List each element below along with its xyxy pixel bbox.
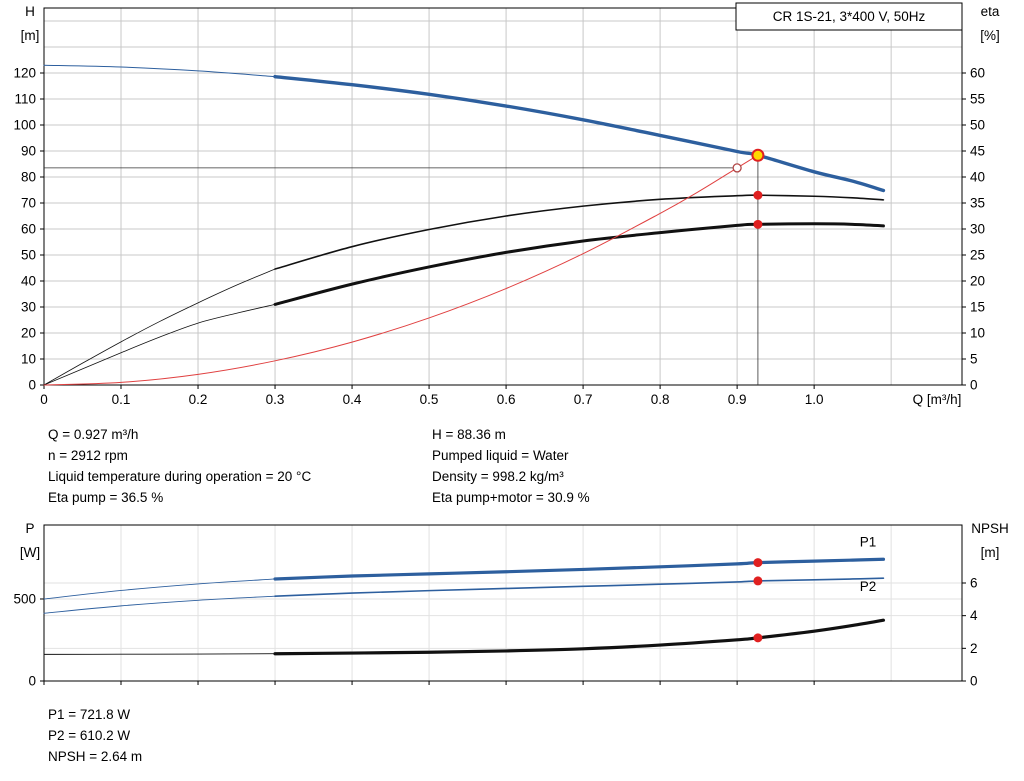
svg-text:[m]: [m] bbox=[21, 28, 40, 43]
svg-text:500: 500 bbox=[13, 591, 36, 606]
eta-pump-motor-point bbox=[753, 219, 763, 229]
svg-text:P: P bbox=[25, 521, 34, 536]
head-curve-ext bbox=[43, 64, 276, 78]
npsh-curve bbox=[273, 618, 886, 656]
info-line-liquid: Pumped liquid = Water bbox=[432, 448, 569, 463]
svg-text:NPSH: NPSH bbox=[971, 521, 1009, 536]
svg-text:15: 15 bbox=[970, 300, 985, 315]
eta-pump-point bbox=[753, 190, 763, 200]
info-line-temperature: Liquid temperature during operation = 20… bbox=[48, 469, 312, 484]
svg-text:[m]: [m] bbox=[981, 545, 1000, 560]
svg-text:0: 0 bbox=[28, 674, 36, 689]
system-curve bbox=[43, 154, 759, 386]
svg-text:0.4: 0.4 bbox=[343, 392, 362, 407]
svg-text:10: 10 bbox=[970, 326, 985, 341]
p2-point bbox=[753, 576, 763, 586]
duty-point-info-right: H = 88.36 m Pumped liquid = Water Densit… bbox=[432, 424, 1024, 508]
svg-text:55: 55 bbox=[970, 92, 985, 107]
npsh-curve-ext bbox=[43, 653, 276, 655]
p2-curve-ext bbox=[43, 595, 276, 614]
p1-curve-ext bbox=[43, 578, 276, 600]
svg-text:0: 0 bbox=[970, 378, 978, 393]
info-line-density: Density = 998.2 kg/m³ bbox=[432, 469, 564, 484]
svg-text:30: 30 bbox=[21, 300, 36, 315]
info-line-speed: n = 2912 rpm bbox=[48, 448, 128, 463]
duty-point-info-left: Q = 0.927 m³/h n = 2912 rpm Liquid tempe… bbox=[48, 424, 432, 508]
svg-text:30: 30 bbox=[970, 222, 985, 237]
info-line-eta-pump: Eta pump = 36.5 % bbox=[48, 490, 164, 505]
svg-text:0.9: 0.9 bbox=[728, 392, 747, 407]
eta-pump-ext bbox=[43, 268, 276, 386]
svg-text:2: 2 bbox=[970, 641, 978, 656]
svg-text:50: 50 bbox=[21, 248, 36, 263]
svg-text:110: 110 bbox=[14, 92, 36, 107]
svg-text:80: 80 bbox=[21, 170, 36, 185]
info-line-q: Q = 0.927 m³/h bbox=[48, 427, 139, 442]
svg-text:5: 5 bbox=[970, 352, 978, 367]
svg-text:60: 60 bbox=[970, 66, 985, 81]
svg-text:0: 0 bbox=[970, 674, 978, 689]
info-line-p2: P2 = 610.2 W bbox=[48, 728, 131, 743]
requested-duty-point bbox=[732, 163, 742, 173]
svg-text:25: 25 bbox=[970, 248, 985, 263]
eta-pump-motor bbox=[273, 222, 885, 306]
p1-curve bbox=[273, 557, 886, 581]
svg-text:0.3: 0.3 bbox=[266, 392, 285, 407]
svg-text:40: 40 bbox=[21, 274, 36, 289]
info-line-npsh: NPSH = 2.64 m bbox=[48, 749, 143, 764]
svg-text:0.6: 0.6 bbox=[497, 392, 516, 407]
svg-text:100: 100 bbox=[13, 118, 36, 133]
svg-text:[%]: [%] bbox=[980, 28, 1000, 43]
svg-text:1.0: 1.0 bbox=[805, 392, 824, 407]
info-line-eta-pump-motor: Eta pump+motor = 30.9 % bbox=[432, 490, 590, 505]
eta-pump-motor-ext bbox=[43, 304, 276, 386]
info-line-p1: P1 = 721.8 W bbox=[48, 707, 131, 722]
svg-text:40: 40 bbox=[970, 170, 985, 185]
actual-duty-point bbox=[751, 148, 765, 162]
head-curve bbox=[273, 74, 886, 193]
eta-pump bbox=[274, 194, 885, 270]
svg-text:20: 20 bbox=[21, 326, 36, 341]
info-line-head: H = 88.36 m bbox=[432, 427, 506, 442]
svg-text:0.5: 0.5 bbox=[420, 392, 439, 407]
svg-text:0.7: 0.7 bbox=[574, 392, 593, 407]
svg-text:H: H bbox=[25, 4, 35, 19]
power-npsh-info: P1 = 721.8 W P2 = 610.2 W NPSH = 2.64 m bbox=[0, 704, 1024, 767]
power-npsh-chart: 0 500 0 2 4 6 P [W] NPSH [m] P1 P2 bbox=[13, 521, 1009, 689]
npsh-point bbox=[753, 633, 763, 643]
svg-text:35: 35 bbox=[970, 196, 985, 211]
svg-text:0: 0 bbox=[40, 392, 48, 407]
svg-text:20: 20 bbox=[970, 274, 985, 289]
svg-text:45: 45 bbox=[970, 144, 985, 159]
p2-curve bbox=[274, 577, 885, 597]
qh-eta-chart: 0 0.1 0.2 0.3 0.4 0.5 0.6 0.7 0.8 0.9 1.0 0 10 20 30 40… bbox=[13, 2, 1000, 407]
svg-text:70: 70 bbox=[21, 196, 36, 211]
svg-text:eta: eta bbox=[981, 4, 1000, 19]
svg-text:CR 1S-21, 3*400 V, 50Hz: CR 1S-21, 3*400 V, 50Hz bbox=[773, 9, 926, 24]
svg-text:P2: P2 bbox=[860, 579, 877, 594]
svg-text:6: 6 bbox=[970, 575, 978, 590]
duty-point-info: Q = 0.927 m³/h n = 2912 rpm Liquid tempe… bbox=[0, 424, 1024, 508]
p1-point bbox=[753, 558, 763, 568]
svg-text:0.2: 0.2 bbox=[189, 392, 208, 407]
svg-text:Q [m³/h]: Q [m³/h] bbox=[913, 392, 962, 407]
svg-text:120: 120 bbox=[13, 66, 36, 81]
svg-text:60: 60 bbox=[21, 222, 36, 237]
svg-text:10: 10 bbox=[21, 352, 36, 367]
svg-text:0.1: 0.1 bbox=[112, 392, 131, 407]
svg-text:P1: P1 bbox=[860, 534, 877, 549]
svg-text:50: 50 bbox=[970, 118, 985, 133]
svg-text:0.8: 0.8 bbox=[651, 392, 670, 407]
svg-text:[W]: [W] bbox=[20, 545, 40, 560]
svg-text:90: 90 bbox=[21, 144, 36, 159]
svg-text:4: 4 bbox=[970, 608, 978, 623]
svg-text:0: 0 bbox=[28, 378, 36, 393]
